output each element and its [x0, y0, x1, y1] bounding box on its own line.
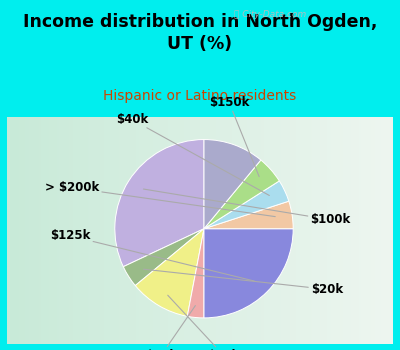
Wedge shape: [204, 160, 279, 229]
Wedge shape: [204, 181, 289, 229]
Text: $125k: $125k: [50, 229, 254, 281]
Text: $20k: $20k: [144, 269, 343, 296]
Wedge shape: [204, 140, 261, 229]
Wedge shape: [115, 140, 204, 267]
Text: $75k: $75k: [168, 295, 240, 350]
Wedge shape: [135, 229, 204, 316]
Text: > $200k: > $200k: [45, 181, 275, 217]
Wedge shape: [123, 229, 204, 286]
Wedge shape: [204, 201, 293, 229]
Text: Hispanic or Latino residents: Hispanic or Latino residents: [103, 89, 297, 103]
Wedge shape: [187, 229, 204, 318]
Text: $40k: $40k: [116, 113, 269, 196]
Wedge shape: [204, 229, 293, 318]
Text: $10k: $10k: [145, 306, 195, 350]
Text: $150k: $150k: [209, 96, 259, 177]
Text: Income distribution in North Ogden,
UT (%): Income distribution in North Ogden, UT (…: [23, 13, 377, 53]
Text: $100k: $100k: [144, 189, 351, 226]
Text: ⓘ City-Data.com: ⓘ City-Data.com: [234, 10, 306, 19]
